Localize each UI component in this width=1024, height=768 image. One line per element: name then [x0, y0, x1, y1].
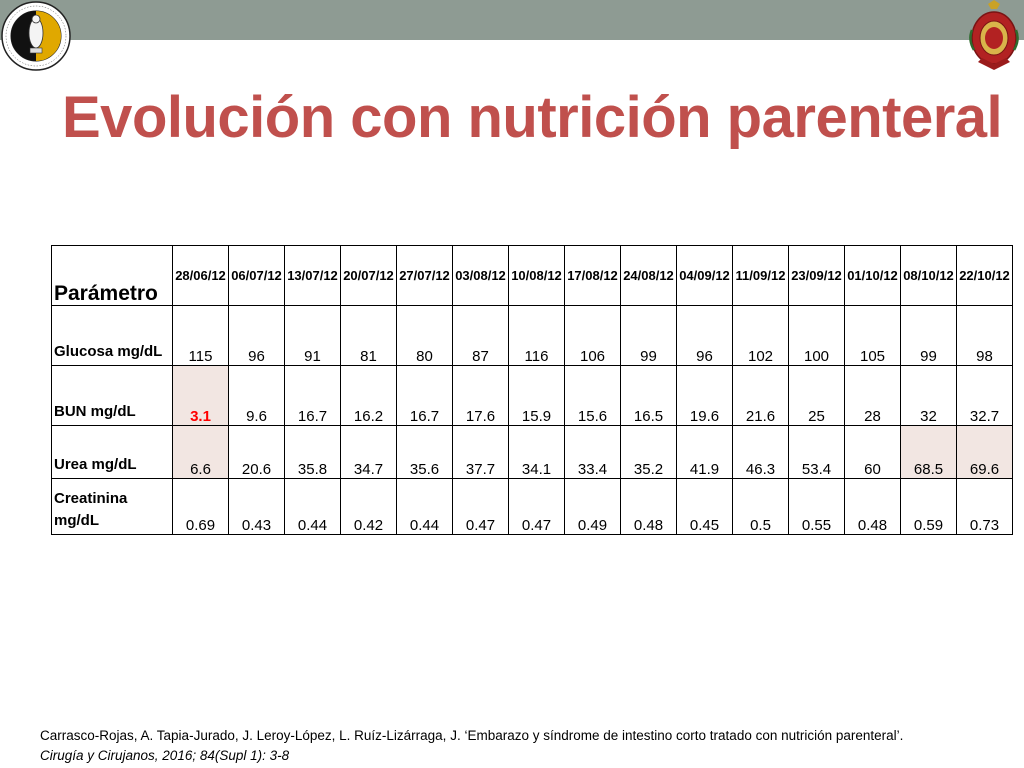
- table-cell: 98: [956, 305, 1013, 366]
- table-cell: 28: [844, 365, 901, 426]
- table-cell: 17.6: [452, 365, 509, 426]
- row-label: Urea mg/dL: [51, 425, 173, 479]
- table-cell: 25: [788, 365, 845, 426]
- date-header: 28/06/12: [172, 245, 229, 306]
- table-cell: 16.7: [396, 365, 453, 426]
- date-header: 17/08/12: [564, 245, 621, 306]
- table-cell: 81: [340, 305, 397, 366]
- table-cell-highlighted: 6.6: [172, 425, 229, 479]
- table-cell: 0.47: [452, 478, 509, 535]
- table-cell: 80: [396, 305, 453, 366]
- table-header-row: Parámetro 28/06/12 06/07/12 13/07/12 20/…: [51, 245, 1013, 306]
- table-cell: 0.47: [508, 478, 565, 535]
- table-cell: 0.69: [172, 478, 229, 535]
- date-header: 22/10/12: [956, 245, 1013, 306]
- lab-values-table: Parámetro 28/06/12 06/07/12 13/07/12 20/…: [51, 245, 1013, 535]
- date-header: 20/07/12: [340, 245, 397, 306]
- date-header: 03/08/12: [452, 245, 509, 306]
- table-cell: 15.6: [564, 365, 621, 426]
- table-cell: 35.2: [620, 425, 677, 479]
- table-cell: 0.73: [956, 478, 1013, 535]
- table-cell: 9.6: [228, 365, 285, 426]
- academia-nacional-medicina-seal-icon: [1, 1, 71, 71]
- table-cell: 46.3: [732, 425, 789, 479]
- date-header: 10/08/12: [508, 245, 565, 306]
- reference-authors: Carrasco-Rojas, A. Tapia-Jurado, J. Lero…: [40, 728, 904, 743]
- table-cell: 99: [620, 305, 677, 366]
- table-cell-highlighted: 68.5: [900, 425, 957, 479]
- table-cell: 35.8: [284, 425, 341, 479]
- table-cell: 96: [676, 305, 733, 366]
- row-label: Creatinina mg/dL: [51, 478, 173, 535]
- table-cell: 53.4: [788, 425, 845, 479]
- table-cell: 100: [788, 305, 845, 366]
- table-cell: 0.44: [284, 478, 341, 535]
- table-row-bun: BUN mg/dL 3.1 9.6 16.7 16.2 16.7 17.6 15…: [51, 365, 1013, 426]
- table-cell: 37.7: [452, 425, 509, 479]
- date-header: 08/10/12: [900, 245, 957, 306]
- row-label: BUN mg/dL: [51, 365, 173, 426]
- table-cell: 60: [844, 425, 901, 479]
- table-cell: 87: [452, 305, 509, 366]
- row-label: Glucosa mg/dL: [51, 305, 173, 366]
- table-row-creatinina: Creatinina mg/dL 0.69 0.43 0.44 0.42 0.4…: [51, 478, 1013, 535]
- date-header: 27/07/12: [396, 245, 453, 306]
- table-cell: 16.2: [340, 365, 397, 426]
- table-cell: 32: [900, 365, 957, 426]
- table-cell: 0.48: [844, 478, 901, 535]
- table-cell: 99: [900, 305, 957, 366]
- table-cell: 16.5: [620, 365, 677, 426]
- slide-title: Evolución con nutrición parenteral: [62, 85, 1003, 150]
- date-header: 01/10/12: [844, 245, 901, 306]
- table-cell: 19.6: [676, 365, 733, 426]
- table-cell: 32.7: [956, 365, 1013, 426]
- table-cell: 16.7: [284, 365, 341, 426]
- table-cell: 96: [228, 305, 285, 366]
- date-header: 11/09/12: [732, 245, 789, 306]
- table-cell: 33.4: [564, 425, 621, 479]
- table-cell: 0.43: [228, 478, 285, 535]
- reference-journal: Cirugía y Cirujanos, 2016; 84(Supl 1): 3…: [40, 748, 290, 763]
- table-cell: 41.9: [676, 425, 733, 479]
- table-cell: 0.55: [788, 478, 845, 535]
- top-banner-bar: [0, 0, 1024, 40]
- date-header: 04/09/12: [676, 245, 733, 306]
- table-cell: 0.42: [340, 478, 397, 535]
- date-header: 13/07/12: [284, 245, 341, 306]
- table-cell: 91: [284, 305, 341, 366]
- table-cell: 102: [732, 305, 789, 366]
- table-row-urea: Urea mg/dL 6.6 20.6 35.8 34.7 35.6 37.7 …: [51, 425, 1013, 479]
- table-cell: 115: [172, 305, 229, 366]
- table-cell: 0.44: [396, 478, 453, 535]
- table-cell: 15.9: [508, 365, 565, 426]
- table-cell: 116: [508, 305, 565, 366]
- date-header: 24/08/12: [620, 245, 677, 306]
- table-cell: 0.5: [732, 478, 789, 535]
- table-cell: 0.59: [900, 478, 957, 535]
- table-cell: 106: [564, 305, 621, 366]
- table-cell: 34.7: [340, 425, 397, 479]
- red-coat-of-arms-crest-icon: [969, 0, 1019, 70]
- table-cell: 105: [844, 305, 901, 366]
- table-cell: 21.6: [732, 365, 789, 426]
- table-cell-highlighted: 69.6: [956, 425, 1013, 479]
- table-cell: 0.48: [620, 478, 677, 535]
- reference-citation: Carrasco-Rojas, A. Tapia-Jurado, J. Lero…: [40, 726, 1010, 766]
- table-cell: 0.49: [564, 478, 621, 535]
- table-cell-highlighted: 3.1: [172, 365, 229, 426]
- table-cell: 20.6: [228, 425, 285, 479]
- date-header: 23/09/12: [788, 245, 845, 306]
- table-cell: 35.6: [396, 425, 453, 479]
- date-header: 06/07/12: [228, 245, 285, 306]
- table-cell: 0.45: [676, 478, 733, 535]
- table-row-glucosa: Glucosa mg/dL 115 96 91 81 80 87 116 106…: [51, 305, 1013, 366]
- table-cell: 34.1: [508, 425, 565, 479]
- parameter-header: Parámetro: [51, 245, 173, 306]
